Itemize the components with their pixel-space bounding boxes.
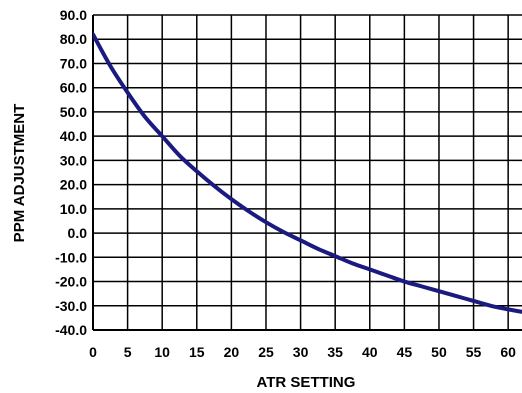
y-tick-label: 80.0 <box>60 31 87 47</box>
x-tick-labels: 0 5 10 15 20 25 30 35 40 45 50 55 60 <box>89 344 516 360</box>
y-tick-label: 30.0 <box>60 152 87 168</box>
y-tick-label: 10.0 <box>60 201 87 217</box>
x-tick-label: 45 <box>397 344 413 360</box>
x-tick-label: 30 <box>293 344 309 360</box>
x-tick-label: 25 <box>258 344 274 360</box>
y-tick-label: 0.0 <box>68 225 88 241</box>
y-tick-labels: 90.0 80.0 70.0 60.0 50.0 40.0 30.0 20.0 10.0 0.0 -… <box>55 7 87 338</box>
y-tick-label: 40.0 <box>60 128 87 144</box>
x-tick-label: 40 <box>362 344 378 360</box>
y-tick-label: 90.0 <box>60 7 87 23</box>
x-tick-label: 50 <box>431 344 447 360</box>
x-tick-label: 5 <box>124 344 132 360</box>
y-axis-title: PPM ADJUSTMENT <box>11 104 28 243</box>
y-tick-label: -30.0 <box>55 298 87 314</box>
series-line <box>93 32 522 314</box>
x-tick-label: 35 <box>327 344 343 360</box>
series-layer <box>93 32 522 314</box>
y-tick-label: -40.0 <box>55 322 87 338</box>
y-tick-label: 70.0 <box>60 55 87 71</box>
x-axis-title: ATR SETTING <box>257 374 356 391</box>
y-tick-label: 50.0 <box>60 104 87 120</box>
y-tick-label: -20.0 <box>55 274 87 290</box>
x-tick-label: 55 <box>466 344 482 360</box>
x-tick-label: 15 <box>189 344 205 360</box>
y-tick-label: 60.0 <box>60 80 87 96</box>
y-tick-label: 20.0 <box>60 177 87 193</box>
y-tick-label: -10.0 <box>55 249 87 265</box>
x-tick-label: 60 <box>500 344 516 360</box>
x-tick-label: 10 <box>154 344 170 360</box>
x-tick-label: 0 <box>89 344 97 360</box>
x-tick-label: 20 <box>224 344 240 360</box>
grid-lines <box>92 14 522 331</box>
